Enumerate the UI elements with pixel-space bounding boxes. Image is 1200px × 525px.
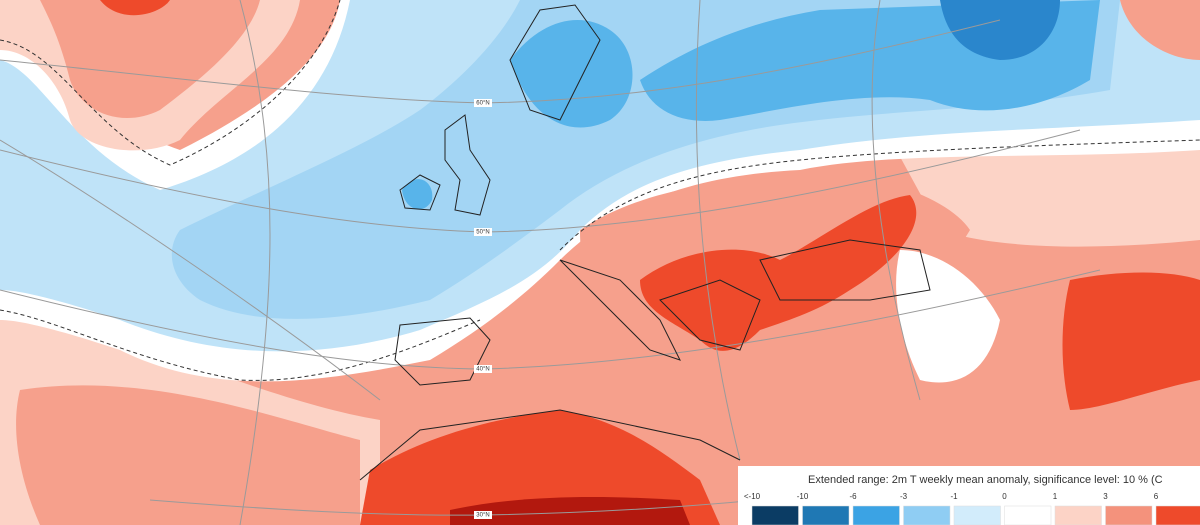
anomaly-zone <box>940 0 1060 60</box>
legend-label: -6 <box>849 492 857 501</box>
legend-label: 6 <box>1154 492 1159 501</box>
coastline <box>759 239 931 301</box>
legend-label: <-10 <box>744 492 761 501</box>
graticule <box>0 139 381 401</box>
anomaly-zone <box>1120 0 1200 60</box>
anomaly-zone <box>450 497 690 525</box>
latitude-label-box <box>474 511 492 519</box>
coastline <box>394 317 491 386</box>
legend-label: 0 <box>1002 492 1007 501</box>
latitude-label-box <box>474 99 492 107</box>
graticule <box>695 0 741 461</box>
anomaly-zone <box>1062 272 1200 410</box>
legend-swatch <box>903 505 951 525</box>
legend-label: -1 <box>950 492 958 501</box>
legend-swatch <box>1054 505 1102 525</box>
anomaly-zone <box>360 410 720 525</box>
legend-swatch <box>1004 505 1052 525</box>
coastline <box>559 259 681 361</box>
legend-swatch <box>751 505 799 525</box>
graticule <box>239 0 271 525</box>
latitude-label-box <box>474 228 492 236</box>
graticule <box>871 0 921 401</box>
legend-swatch <box>1155 505 1200 525</box>
legend-label: 3 <box>1103 492 1108 501</box>
graticule <box>0 269 1101 370</box>
anomaly-zone <box>16 385 360 525</box>
anomaly-zone <box>40 0 260 119</box>
significance-contour <box>0 309 481 381</box>
anomaly-zone <box>896 250 1000 383</box>
anomaly-zone <box>100 0 170 16</box>
latitude-labels: 60°N 50°N 40°N 30°N <box>474 99 492 519</box>
legend: Extended range: 2m T weekly mean anomaly… <box>738 466 1200 525</box>
legend-swatch <box>953 505 1001 525</box>
legend-swatch <box>1105 505 1153 525</box>
significance-contour <box>0 0 341 166</box>
latitude-label: 30°N <box>476 513 489 519</box>
legend-label: 1 <box>1053 492 1058 501</box>
latitude-label: 40°N <box>476 367 489 373</box>
latitude-label: 50°N <box>476 230 489 236</box>
coastline <box>444 114 491 216</box>
coastline <box>399 174 441 211</box>
anomaly-zone <box>640 195 917 351</box>
legend-swatch <box>802 505 850 525</box>
latitude-label: 60°N <box>476 101 489 107</box>
coastline <box>359 409 741 481</box>
coastline <box>509 4 601 121</box>
anomaly-zone <box>402 179 433 210</box>
legend-title: Extended range: 2m T weekly mean anomaly… <box>808 474 1163 486</box>
significance-contour <box>559 139 1200 251</box>
legend-swatch <box>852 505 900 525</box>
legend-label: -3 <box>900 492 908 501</box>
latitude-label-box <box>474 365 492 373</box>
legend-label: -10 <box>797 492 809 501</box>
coastline <box>659 279 761 351</box>
